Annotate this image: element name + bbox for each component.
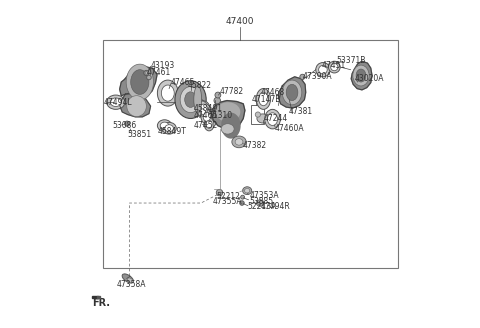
Circle shape bbox=[214, 97, 220, 104]
Text: 53885: 53885 bbox=[250, 196, 274, 206]
Ellipse shape bbox=[257, 114, 269, 123]
Text: 47461: 47461 bbox=[147, 69, 171, 77]
Text: 47494L: 47494L bbox=[104, 98, 132, 107]
Text: 47452: 47452 bbox=[194, 121, 218, 130]
Ellipse shape bbox=[201, 110, 213, 124]
Text: 51310: 51310 bbox=[208, 112, 232, 120]
Ellipse shape bbox=[264, 109, 280, 129]
Ellipse shape bbox=[286, 84, 298, 101]
Text: 45849T: 45849T bbox=[158, 127, 187, 136]
Text: 43020A: 43020A bbox=[354, 74, 384, 83]
Ellipse shape bbox=[110, 98, 121, 107]
Text: 47494R: 47494R bbox=[260, 202, 290, 212]
Circle shape bbox=[240, 201, 244, 205]
Ellipse shape bbox=[216, 102, 240, 122]
Text: 47460A: 47460A bbox=[275, 124, 305, 133]
Ellipse shape bbox=[206, 120, 212, 128]
Text: 47451: 47451 bbox=[322, 61, 346, 70]
Circle shape bbox=[147, 75, 151, 80]
Text: 47465: 47465 bbox=[194, 111, 218, 120]
Ellipse shape bbox=[122, 274, 133, 283]
Ellipse shape bbox=[157, 80, 178, 106]
Text: 53371B: 53371B bbox=[336, 56, 366, 65]
Ellipse shape bbox=[180, 87, 201, 113]
Polygon shape bbox=[97, 297, 100, 298]
Text: 47147B: 47147B bbox=[252, 95, 281, 104]
Ellipse shape bbox=[235, 139, 243, 145]
Polygon shape bbox=[120, 67, 157, 96]
Ellipse shape bbox=[128, 278, 133, 283]
Ellipse shape bbox=[328, 61, 340, 73]
Ellipse shape bbox=[127, 96, 146, 116]
Text: 53086: 53086 bbox=[112, 121, 137, 130]
Text: 458491: 458491 bbox=[194, 104, 223, 113]
Ellipse shape bbox=[221, 113, 240, 139]
Ellipse shape bbox=[126, 64, 154, 100]
Ellipse shape bbox=[175, 81, 206, 118]
Ellipse shape bbox=[194, 86, 202, 113]
Circle shape bbox=[215, 92, 221, 98]
Ellipse shape bbox=[160, 122, 169, 129]
Ellipse shape bbox=[203, 113, 210, 121]
Bar bbox=[252, 106, 264, 124]
Text: FR.: FR. bbox=[92, 298, 110, 308]
Text: 47390A: 47390A bbox=[303, 72, 333, 81]
Text: 47465: 47465 bbox=[170, 77, 195, 87]
Text: 47782: 47782 bbox=[219, 87, 243, 96]
Text: 47353A: 47353A bbox=[250, 191, 279, 200]
Text: 52213A: 52213A bbox=[248, 202, 277, 212]
Text: 53851: 53851 bbox=[128, 130, 152, 138]
Ellipse shape bbox=[267, 113, 277, 126]
Ellipse shape bbox=[162, 122, 176, 134]
Ellipse shape bbox=[319, 65, 327, 74]
Ellipse shape bbox=[197, 101, 210, 118]
Text: 43193: 43193 bbox=[151, 61, 175, 70]
Ellipse shape bbox=[244, 188, 250, 193]
Circle shape bbox=[145, 72, 148, 74]
Text: 47468: 47468 bbox=[260, 88, 285, 97]
Ellipse shape bbox=[221, 124, 234, 134]
Text: 47358A: 47358A bbox=[117, 280, 146, 290]
Ellipse shape bbox=[356, 69, 366, 82]
Text: 47382: 47382 bbox=[242, 141, 267, 150]
Ellipse shape bbox=[256, 200, 264, 206]
Ellipse shape bbox=[107, 95, 125, 109]
Ellipse shape bbox=[185, 92, 196, 107]
Circle shape bbox=[144, 70, 149, 75]
Polygon shape bbox=[211, 101, 245, 130]
Ellipse shape bbox=[157, 120, 172, 132]
Ellipse shape bbox=[200, 104, 208, 114]
Circle shape bbox=[300, 74, 305, 79]
Ellipse shape bbox=[256, 89, 271, 109]
Polygon shape bbox=[120, 94, 151, 117]
Polygon shape bbox=[278, 77, 306, 108]
Text: 47381: 47381 bbox=[288, 107, 312, 116]
Circle shape bbox=[240, 195, 244, 199]
Text: 52212: 52212 bbox=[216, 192, 240, 201]
Circle shape bbox=[216, 189, 223, 196]
Ellipse shape bbox=[316, 63, 330, 77]
Text: 47400: 47400 bbox=[226, 17, 254, 26]
Circle shape bbox=[255, 112, 261, 117]
Ellipse shape bbox=[353, 65, 369, 86]
Ellipse shape bbox=[131, 70, 149, 94]
Ellipse shape bbox=[165, 125, 173, 132]
Ellipse shape bbox=[242, 187, 252, 195]
Polygon shape bbox=[92, 297, 97, 298]
Text: 47355A: 47355A bbox=[213, 197, 242, 206]
Polygon shape bbox=[351, 61, 372, 90]
Ellipse shape bbox=[282, 80, 302, 105]
Ellipse shape bbox=[232, 136, 246, 148]
Ellipse shape bbox=[161, 85, 174, 101]
Bar bbox=[103, 40, 398, 268]
Ellipse shape bbox=[259, 92, 268, 106]
Text: 45822: 45822 bbox=[188, 81, 212, 90]
Text: 47244: 47244 bbox=[264, 114, 288, 123]
Ellipse shape bbox=[204, 118, 214, 131]
Circle shape bbox=[124, 121, 130, 126]
Ellipse shape bbox=[331, 63, 338, 71]
